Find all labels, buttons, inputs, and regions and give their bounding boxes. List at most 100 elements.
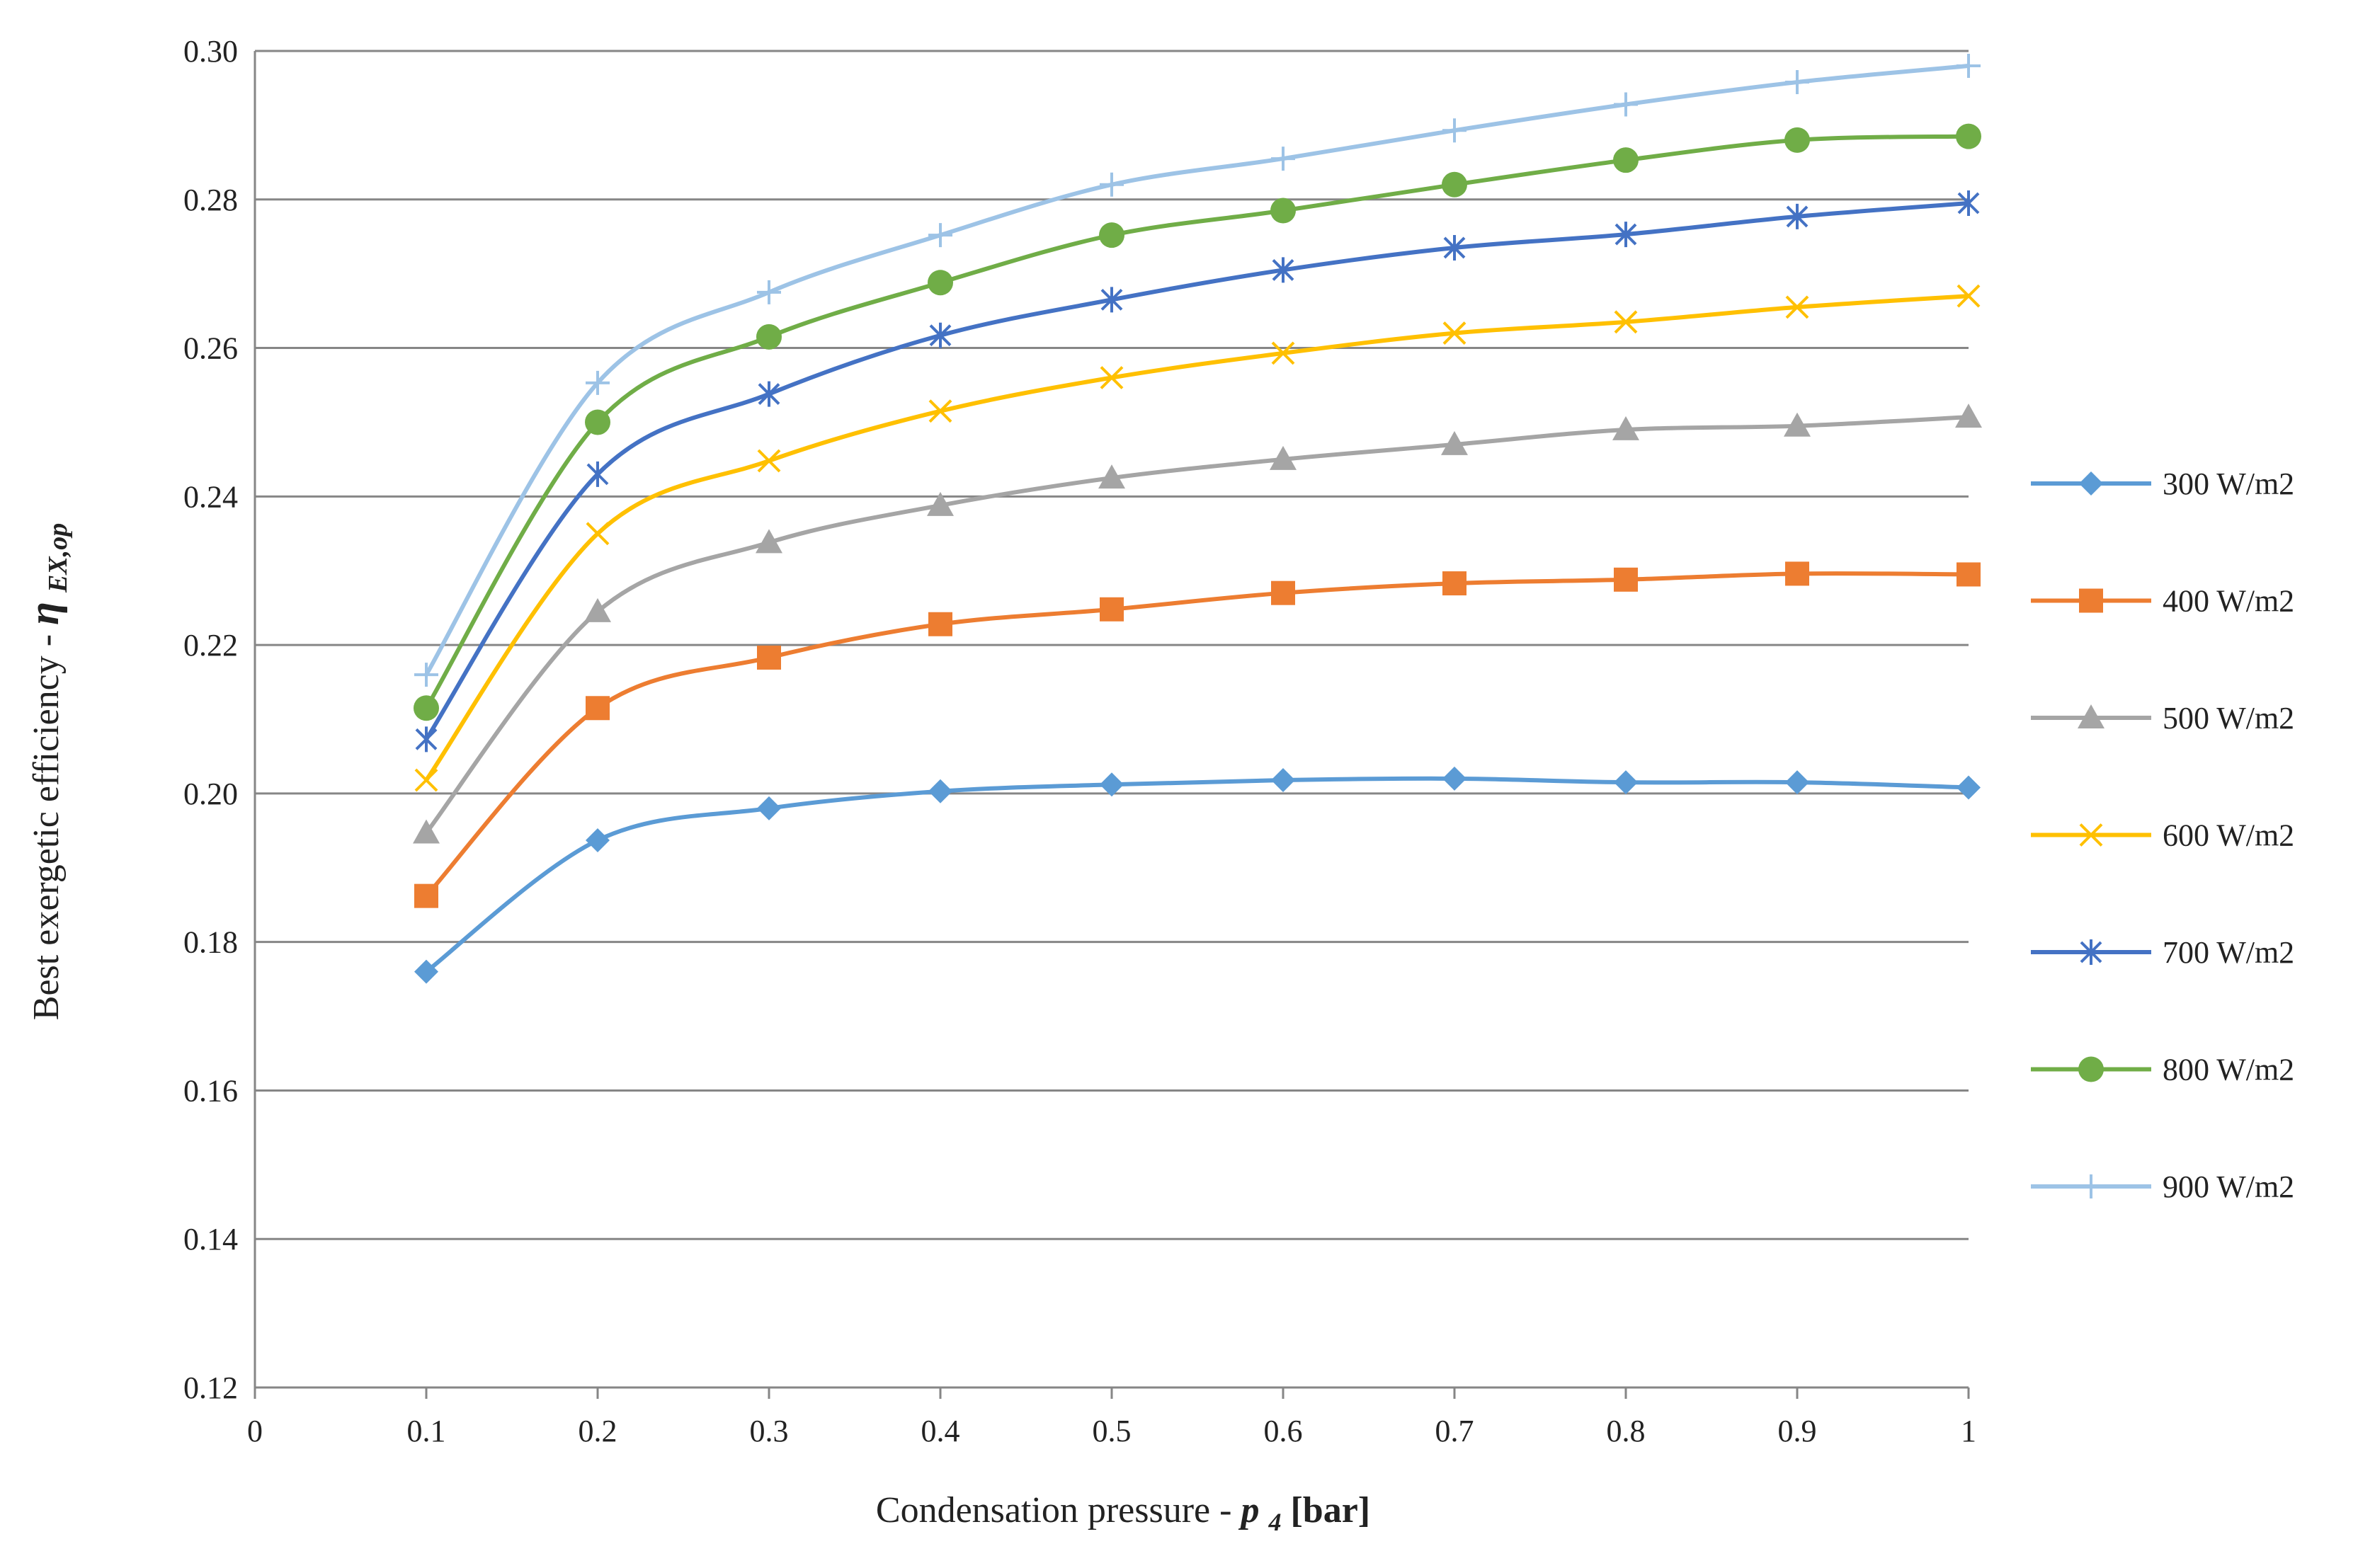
axes: 0.120.140.160.180.200.220.240.260.280.30… bbox=[183, 34, 1976, 1448]
data-point bbox=[1614, 310, 1638, 334]
data-point bbox=[927, 491, 954, 516]
data-point bbox=[1785, 770, 1809, 795]
legend-entry: 300 W/m2 bbox=[2031, 467, 2294, 501]
data-point bbox=[1786, 203, 1809, 229]
data-point bbox=[1272, 257, 1294, 283]
legend-label: 400 W/m2 bbox=[2163, 584, 2294, 619]
x-axis-title-text: Condensation pressure - bbox=[876, 1490, 1241, 1530]
data-point bbox=[928, 779, 952, 803]
series-300-w-m2 bbox=[414, 766, 1981, 984]
data-point bbox=[1957, 53, 1981, 78]
data-point bbox=[585, 409, 610, 435]
x-axis-unit: [bar] bbox=[1290, 1490, 1370, 1530]
data-point bbox=[1271, 147, 1295, 171]
data-point bbox=[1612, 416, 1639, 440]
y-tick-label: 0.12 bbox=[183, 1370, 238, 1405]
y-axis-symbol: η bbox=[21, 602, 67, 625]
legend-label: 900 W/m2 bbox=[2163, 1169, 2294, 1204]
data-point bbox=[1441, 430, 1468, 455]
data-point bbox=[414, 695, 439, 721]
legend-marker bbox=[2079, 471, 2103, 496]
data-point bbox=[1442, 571, 1466, 596]
legend-marker bbox=[2079, 1174, 2103, 1198]
series-line bbox=[424, 63, 1971, 677]
data-point bbox=[586, 461, 609, 487]
data-point bbox=[1784, 127, 1810, 153]
data-point bbox=[584, 597, 611, 622]
data-point bbox=[1100, 772, 1124, 797]
data-point bbox=[757, 645, 781, 670]
data-point bbox=[1271, 768, 1295, 793]
x-tick-label: 0.2 bbox=[579, 1414, 617, 1448]
data-point bbox=[1099, 222, 1124, 248]
data-point bbox=[1784, 412, 1811, 437]
y-axis-subscript: EX,op bbox=[43, 523, 73, 593]
x-tick-label: 0.9 bbox=[1778, 1414, 1817, 1448]
data-point bbox=[1614, 222, 1637, 248]
y-axis-title-text: Best exergetic efficiency - bbox=[26, 625, 67, 1020]
data-point bbox=[1785, 295, 1809, 319]
data-point bbox=[928, 399, 952, 423]
y-tick-label: 0.30 bbox=[183, 34, 238, 69]
data-point bbox=[928, 612, 952, 636]
x-axis-symbol: p bbox=[1238, 1490, 1259, 1530]
data-point bbox=[1785, 561, 1809, 586]
legend-marker bbox=[2078, 1056, 2104, 1082]
x-tick-label: 0.5 bbox=[1093, 1414, 1132, 1448]
data-point bbox=[1270, 445, 1297, 470]
legend-marker bbox=[2079, 823, 2103, 847]
data-point bbox=[1100, 287, 1123, 313]
y-tick-label: 0.14 bbox=[183, 1222, 238, 1257]
data-point bbox=[414, 883, 438, 908]
data-point bbox=[757, 280, 781, 304]
data-point bbox=[928, 270, 953, 296]
y-tick-label: 0.16 bbox=[183, 1073, 238, 1108]
legend-entry: 700 W/m2 bbox=[2031, 935, 2294, 970]
series-line bbox=[424, 415, 1971, 835]
x-tick-label: 0 bbox=[247, 1414, 263, 1448]
data-point bbox=[414, 768, 438, 792]
legend-label: 700 W/m2 bbox=[2163, 935, 2294, 970]
x-axis-subscript: 4 bbox=[1268, 1508, 1281, 1536]
data-point bbox=[1614, 567, 1638, 592]
x-tick-label: 0.1 bbox=[407, 1414, 446, 1448]
series-900-w-m2 bbox=[414, 53, 1981, 687]
data-point bbox=[1270, 198, 1296, 224]
y-tick-label: 0.20 bbox=[183, 777, 238, 811]
data-point bbox=[929, 322, 952, 348]
data-point bbox=[1955, 404, 1982, 428]
data-point bbox=[1098, 464, 1125, 489]
data-point bbox=[1442, 321, 1466, 345]
data-point bbox=[414, 959, 438, 984]
series-700-w-m2 bbox=[415, 190, 1980, 752]
series-line bbox=[424, 201, 1971, 742]
data-point bbox=[928, 223, 952, 248]
x-tick-label: 0.7 bbox=[1435, 1414, 1474, 1448]
y-tick-label: 0.28 bbox=[183, 183, 238, 217]
data-point bbox=[1614, 770, 1638, 795]
legend-entry: 900 W/m2 bbox=[2031, 1169, 2294, 1204]
legend-label: 800 W/m2 bbox=[2163, 1053, 2294, 1087]
data-point bbox=[415, 726, 438, 752]
series-line bbox=[424, 294, 1971, 783]
legend: 300 W/m2 400 W/m2 500 W/m2 600 W/m2 700 W/m2… bbox=[2031, 467, 2294, 1204]
data-point bbox=[1271, 341, 1295, 365]
y-tick-label: 0.26 bbox=[183, 331, 238, 366]
series-line bbox=[424, 134, 1971, 711]
legend-entry: 500 W/m2 bbox=[2031, 701, 2294, 736]
series-line bbox=[424, 571, 1971, 898]
legend-marker bbox=[2080, 939, 2102, 965]
data-point bbox=[1957, 190, 1980, 217]
data-point bbox=[1613, 147, 1639, 173]
data-point bbox=[1957, 562, 1981, 587]
data-point bbox=[1442, 766, 1466, 791]
series-600-w-m2 bbox=[414, 284, 1981, 792]
data-point bbox=[1442, 171, 1467, 198]
legend-marker bbox=[2079, 588, 2103, 613]
x-tick-label: 0.3 bbox=[750, 1414, 789, 1448]
data-point bbox=[1785, 70, 1809, 95]
series-group bbox=[413, 53, 1982, 984]
series-400-w-m2 bbox=[414, 561, 1981, 908]
legend-marker bbox=[2078, 704, 2105, 728]
